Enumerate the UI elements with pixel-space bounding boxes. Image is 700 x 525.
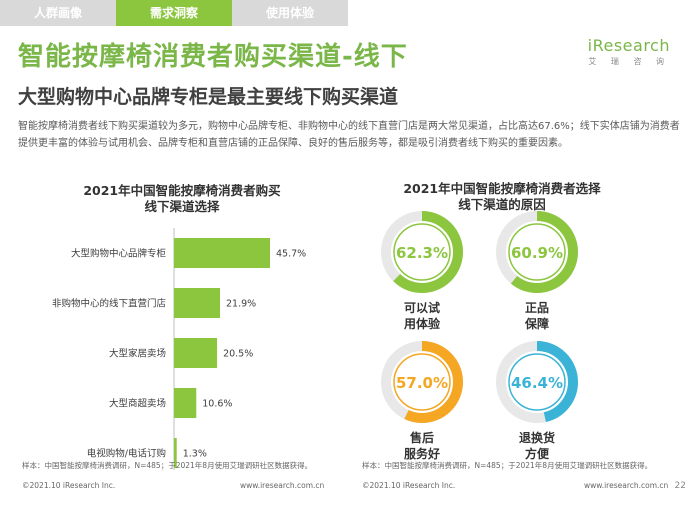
tab-user-profile[interactable]: 人群画像 [0, 0, 116, 26]
donut-caption: 服务好 [404, 446, 440, 461]
iresearch-logo: iResearch 艾 瑞 咨 询 [560, 36, 670, 67]
bar-value-label: 21.9% [226, 299, 256, 310]
donut-inner [508, 353, 566, 411]
right-chart-title-line1: 2021年中国智能按摩椅消费者选择 [403, 181, 601, 196]
channel-bar-chart: 大型购物中心品牌专柜 45.7% 非购物中心的线下直营门店 21.9% 大型家居卖场 20… [52, 228, 306, 470]
sample-note-left: 样本：中国智能按摩椅消费调研，N=485；于2021年8月使用艾瑞调研社区数据获… [22, 461, 313, 470]
donut-value-label: 57.0% [396, 374, 448, 392]
sample-note-right: 样本：中国智能按摩椅消费调研，N=485；于2021年8月使用艾瑞调研社区数据获… [362, 461, 653, 470]
logo-subtext: 艾 瑞 咨 询 [588, 57, 670, 66]
donut-inner [393, 223, 451, 281]
donut-value-arc [496, 211, 578, 293]
right-chart-title-line2: 线下渠道的原因 [458, 197, 546, 212]
donut-inner [508, 223, 566, 281]
page-subtitle: 大型购物中心品牌专柜是最主要线下购买渠道 [18, 86, 399, 108]
bar-category-label: 电视购物/电话订购 [87, 448, 166, 460]
bar-2 [174, 338, 218, 368]
left-chart-title-line2: 线下渠道选择 [144, 199, 220, 214]
footer-url-left[interactable]: www.iresearch.com.cn [240, 481, 325, 490]
page-title: 智能按摩椅消费者购买渠道-线下 [18, 42, 408, 72]
top-nav: 人群画像 需求洞察 使用体验 [0, 0, 700, 26]
donut-inner [393, 353, 451, 411]
page-number: 22 [674, 481, 686, 491]
right-chart-title: 2021年中国智能按摩椅消费者选择 线下渠道的原因 [384, 181, 620, 213]
left-chart-title: 2021年中国智能按摩椅消费者购买 线下渠道选择 [52, 183, 312, 215]
bar-value-label: 45.7% [276, 249, 306, 260]
bar-3 [174, 388, 197, 418]
donut-caption: 可以试 [404, 300, 440, 315]
donut-caption: 保障 [524, 316, 549, 331]
footer-url-right[interactable]: www.iresearch.com.cn [584, 481, 669, 490]
bar-0 [174, 238, 270, 268]
bar-category-label: 大型家居卖场 [109, 348, 166, 360]
donut-value-label: 46.4% [511, 374, 563, 392]
tab-user-experience[interactable]: 使用体验 [232, 0, 348, 26]
left-chart-title-line1: 2021年中国智能按摩椅消费者购买 [83, 183, 281, 198]
donut-caption: 方便 [525, 446, 550, 461]
footer-copyright-right: ©2021.10 iResearch Inc. [362, 481, 456, 490]
bar-category-label: 大型商超卖场 [109, 398, 166, 410]
bar-value-label: 1.3% [183, 449, 207, 460]
donut-value-label: 62.3% [396, 244, 448, 262]
donut-1: 60.9% 正品保障 [496, 211, 578, 331]
donut-caption: 售后 [410, 430, 434, 445]
bar-category-label: 非购物中心的线下直营门店 [52, 298, 166, 310]
tab-demand-insight[interactable]: 需求洞察 [116, 0, 232, 26]
bar-4 [174, 438, 177, 468]
donut-value-arc [496, 341, 578, 423]
bar-value-label: 10.6% [202, 399, 232, 410]
description-text: 智能按摩椅消费者线下购买渠道较为多元，购物中心品牌专柜、非购物中心的线下直营门店… [18, 121, 680, 149]
donut-caption: 正品 [525, 301, 549, 315]
donut-value-arc [381, 341, 463, 423]
bar-1 [174, 288, 221, 318]
bar-category-label: 大型购物中心品牌专柜 [71, 248, 167, 260]
bar-value-label: 20.5% [223, 349, 253, 360]
donut-caption: 退换货 [519, 430, 555, 445]
logo-text: iResearch [587, 36, 670, 55]
donut-caption: 用体验 [403, 316, 441, 331]
donut-value-label: 60.9% [511, 244, 563, 262]
donut-value-arc [381, 211, 463, 293]
footer-copyright-left: ©2021.10 iResearch Inc. [22, 481, 116, 490]
